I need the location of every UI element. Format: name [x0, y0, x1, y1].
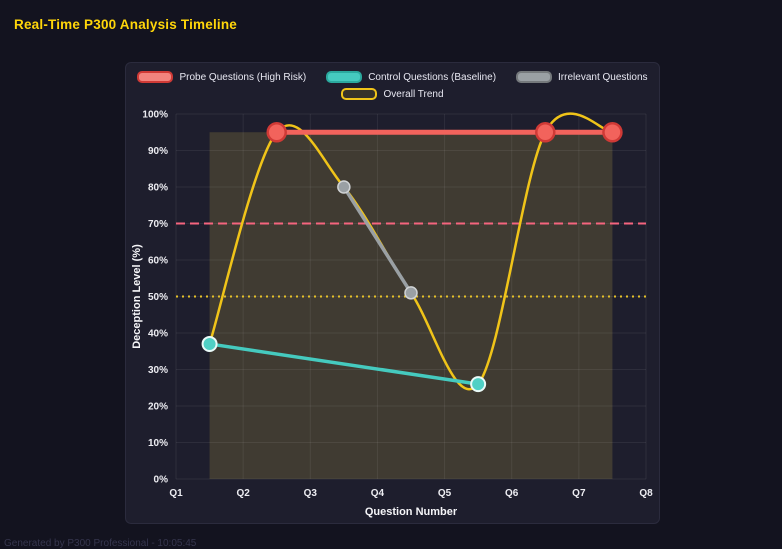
data-point-marker[interactable] — [201, 335, 218, 352]
data-point-marker[interactable] — [470, 376, 487, 393]
legend-swatch — [516, 71, 553, 83]
x-tick-label: Q5 — [438, 488, 452, 499]
legend-row: Overall Trend — [341, 88, 444, 100]
y-axis-title: Deception Level (%) — [131, 244, 143, 349]
x-tick-label: Q3 — [304, 488, 318, 499]
legend-label: Control Questions (Baseline) — [368, 71, 497, 83]
legend-item[interactable]: Control Questions (Baseline) — [326, 71, 496, 83]
x-tick-label: Q6 — [505, 488, 519, 499]
x-axis-title: Question Number — [365, 506, 458, 518]
legend-label: Overall Trend — [383, 88, 444, 100]
y-tick-label: 0% — [154, 475, 169, 486]
chart-legend: Probe Questions (High Risk) Control Quest… — [126, 71, 659, 100]
x-tick-label: Q2 — [236, 488, 250, 499]
legend-item[interactable]: Irrelevant Questions — [516, 71, 648, 83]
y-tick-label: 70% — [148, 219, 168, 230]
shaded-region — [209, 132, 613, 479]
data-point-marker[interactable] — [266, 122, 287, 143]
x-tick-label: Q4 — [371, 488, 385, 499]
y-tick-label: 100% — [142, 110, 168, 121]
page-title: Real-Time P300 Analysis Timeline — [14, 17, 238, 32]
data-point-marker[interactable] — [404, 286, 418, 300]
legend-swatch — [341, 88, 378, 100]
legend-item[interactable]: Probe Questions (High Risk) — [137, 71, 306, 83]
series-line[interactable] — [207, 342, 480, 386]
legend-label: Irrelevant Questions — [558, 71, 648, 83]
x-tick-label: Q7 — [572, 488, 586, 499]
x-tick-label: Q8 — [639, 488, 653, 499]
y-tick-label: 30% — [148, 365, 168, 376]
chart-panel: Probe Questions (High Risk) Control Quest… — [125, 62, 660, 524]
data-point-marker[interactable] — [602, 122, 623, 143]
series-line[interactable] — [342, 185, 413, 295]
y-tick-label: 60% — [148, 256, 168, 267]
legend-item[interactable]: Overall Trend — [341, 88, 444, 100]
legend-row: Probe Questions (High Risk) Control Quest… — [137, 71, 648, 83]
y-tick-label: 10% — [148, 438, 168, 449]
legend-swatch — [326, 71, 363, 83]
y-tick-label: 80% — [148, 183, 168, 194]
y-tick-label: 40% — [148, 329, 168, 340]
y-tick-label: 50% — [148, 292, 168, 303]
data-point-marker[interactable] — [337, 180, 351, 194]
y-tick-label: 20% — [148, 402, 168, 413]
data-point-marker[interactable] — [535, 122, 556, 143]
legend-label: Probe Questions (High Risk) — [179, 71, 307, 83]
footer-text: Generated by P300 Professional - 10:05:4… — [4, 538, 197, 549]
timeline-chart: Q1 Q2 Q3 Q4 Q5 Q6 Q7 Q8 0% 10% 20% 30% 40% 50% 60% 70% 8… — [131, 110, 653, 519]
legend-swatch — [137, 71, 174, 83]
x-tick-label: Q1 — [169, 488, 183, 499]
y-tick-label: 90% — [148, 146, 168, 157]
